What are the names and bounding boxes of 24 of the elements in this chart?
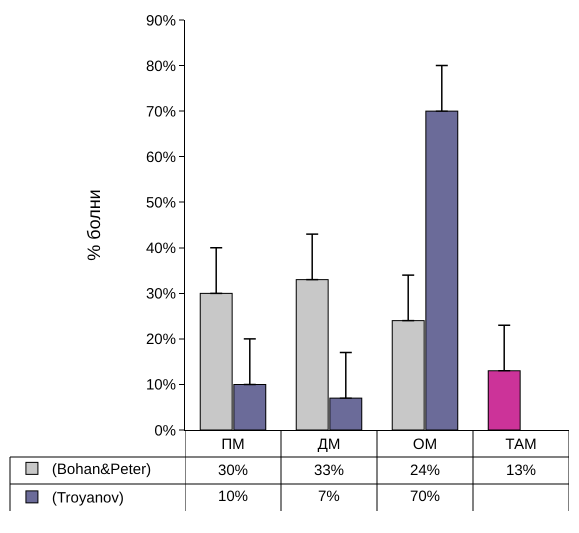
y-tick-label: 50% (146, 194, 176, 212)
y-tick-label: 80% (146, 58, 176, 75)
data-label: 30% (218, 462, 248, 479)
y-tick-label: 0% (154, 422, 176, 440)
data-label: 7% (318, 488, 340, 505)
y-tick-label: 40% (146, 240, 176, 258)
y-axis-title: % болни (84, 189, 104, 261)
y-tick-label: 90% (146, 12, 176, 30)
data-label: 24% (410, 462, 440, 479)
x-tick-label: ОМ (412, 436, 438, 453)
data-label: 10% (218, 488, 248, 505)
y-tick-label: 70% (146, 103, 176, 120)
x-tick-label: ПМ (221, 436, 245, 453)
y-tick-label: 10% (146, 376, 176, 394)
x-tick-label: ТАМ (505, 436, 537, 453)
data-label: 13% (506, 462, 536, 479)
legend-label: (Troyanov) (52, 490, 124, 507)
y-tick-label: 30% (146, 286, 176, 303)
y-tick-label: 20% (146, 331, 176, 348)
y-tick-label: 60% (146, 148, 176, 166)
legend-label: (Bohan&Peter) (52, 461, 152, 478)
data-label: 33% (314, 462, 344, 479)
data-label: 70% (410, 488, 440, 505)
x-tick-label: ДМ (318, 436, 340, 453)
